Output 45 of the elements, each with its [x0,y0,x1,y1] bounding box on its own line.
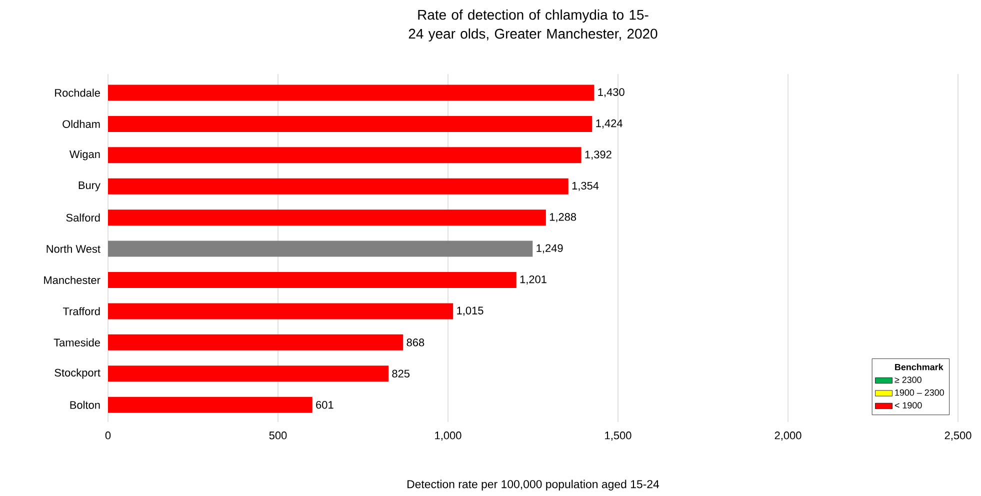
y-tick-label: Tameside [54,338,100,346]
y-tick-label: Bolton [70,400,100,409]
data-label: 1,354 [572,182,599,191]
y-tick-label: Trafford [62,307,100,316]
legend-title: Benchmark [895,364,944,370]
bar [108,303,454,320]
bar [108,116,592,132]
data-label: 1,430 [598,88,624,98]
data-label: 601 [316,400,334,409]
x-tick-label: 1,000 [435,432,462,441]
bar [108,84,594,101]
data-label: 1,288 [550,213,576,222]
y-tick-label: Stockport [54,368,100,379]
x-tick-label: 500 [269,432,287,440]
y-tick-label: Rochdale [55,88,100,97]
bar [108,396,312,413]
bar [108,210,546,226]
x-axis-title: Detection rate per 100,000 population aged 15-24 [408,480,660,490]
legend-label: 1900 – 2300 [895,389,944,396]
bar [108,240,533,257]
data-label: 1,201 [520,275,546,285]
legend-label: < 1900 [894,402,922,408]
data-label: 1,424 [596,119,622,128]
data-label: 1,249 [536,244,563,254]
data-label: 1,015 [457,306,484,316]
legend-label: ≥ 2300 [894,376,922,383]
x-tick-label: 0 [105,432,111,440]
chart-title: Rate of detection of chlamydia to 15-24 year olds, Greater Manchester, 2020 [408,10,658,42]
bar [108,147,582,164]
x-tick-label: 2,000 [774,432,802,441]
x-tick-label: 1,500 [605,432,632,441]
y-tick-label: Wigan [69,150,100,160]
x-tick-label: 2,500 [944,432,972,441]
y-tick-label: Oldham [62,120,100,128]
bar [108,272,516,288]
data-label: 1,392 [585,150,612,160]
bar [108,178,568,194]
bar [108,366,389,382]
y-tick-label: North West [46,244,100,253]
y-tick-label: Manchester [44,276,100,284]
bar [108,334,404,350]
data-label: 868 [406,338,424,346]
data-label: 825 [392,370,410,378]
y-tick-label: Bury [78,181,100,192]
y-tick-label: Salford [66,214,100,222]
